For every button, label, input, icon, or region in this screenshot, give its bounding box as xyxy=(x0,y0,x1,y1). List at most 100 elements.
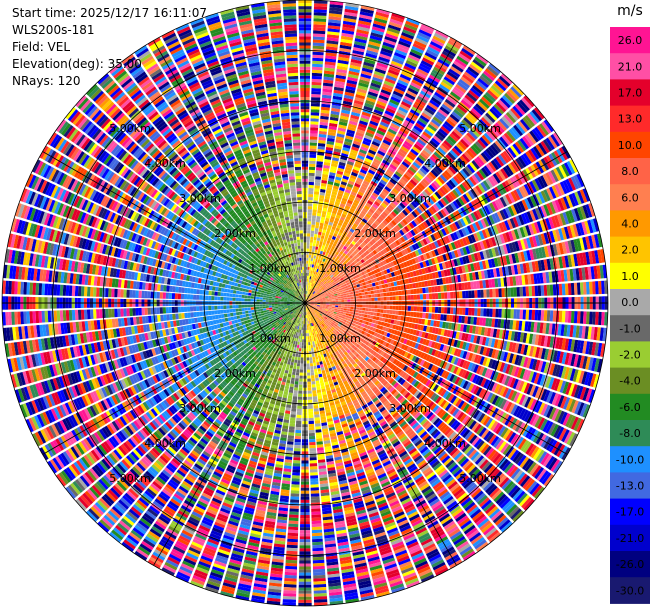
velocity-gate xyxy=(337,208,343,214)
velocity-gate xyxy=(420,254,425,262)
velocity-gate xyxy=(310,109,320,113)
velocity-gate xyxy=(345,290,350,293)
velocity-gate xyxy=(464,165,473,176)
velocity-gate xyxy=(395,215,402,222)
velocity-gate xyxy=(323,164,330,169)
velocity-gate xyxy=(375,273,380,278)
velocity-gate xyxy=(308,279,311,283)
velocity-gate xyxy=(431,250,437,257)
velocity-gate xyxy=(358,188,366,194)
velocity-gate xyxy=(395,239,401,246)
velocity-gate xyxy=(372,138,382,145)
velocity-gate xyxy=(309,139,318,143)
velocity-gate xyxy=(310,124,319,128)
velocity-gate xyxy=(422,306,427,312)
velocity-gate xyxy=(402,209,409,216)
velocity-gate xyxy=(415,269,420,276)
velocity-gate xyxy=(311,294,315,298)
velocity-gate xyxy=(345,186,353,191)
velocity-gate xyxy=(377,305,381,309)
velocity-gate xyxy=(415,141,425,149)
velocity-gate xyxy=(430,258,436,265)
velocity-gate xyxy=(333,89,344,95)
velocity-gate xyxy=(462,96,474,107)
velocity-gate xyxy=(329,288,333,292)
velocity-gate xyxy=(587,219,594,234)
velocity-gate xyxy=(333,148,342,153)
velocity-gate xyxy=(315,221,320,226)
velocity-gate xyxy=(388,314,393,319)
velocity-gate xyxy=(466,132,476,142)
velocity-gate xyxy=(366,284,370,288)
velocity-gate xyxy=(308,197,313,201)
velocity-gate xyxy=(582,188,591,202)
velocity-gate xyxy=(464,94,476,105)
velocity-gate xyxy=(311,290,314,293)
velocity-gate xyxy=(392,291,396,296)
velocity-gate xyxy=(437,200,445,209)
velocity-gate xyxy=(422,287,426,294)
velocity-gate xyxy=(379,91,390,99)
velocity-gate xyxy=(534,207,542,220)
velocity-gate xyxy=(325,217,330,222)
velocity-gate xyxy=(333,254,338,258)
velocity-gate xyxy=(353,99,364,106)
velocity-gate xyxy=(449,224,456,232)
velocity-gate xyxy=(329,301,333,303)
velocity-gate xyxy=(391,176,399,183)
velocity-gate xyxy=(406,57,419,65)
velocity-gate xyxy=(350,174,357,180)
velocity-gate xyxy=(315,255,319,260)
velocity-gate xyxy=(353,285,358,289)
velocity-gate xyxy=(341,300,345,302)
velocity-gate xyxy=(423,211,430,219)
velocity-gate xyxy=(326,143,334,148)
velocity-gate xyxy=(495,101,507,113)
velocity-gate xyxy=(561,163,570,177)
velocity-gate xyxy=(476,262,481,271)
velocity-gate xyxy=(457,141,467,151)
velocity-gate xyxy=(408,266,413,272)
velocity-gate xyxy=(349,243,354,248)
velocity-gate xyxy=(399,211,406,218)
velocity-gate xyxy=(352,268,357,273)
velocity-gate xyxy=(333,292,337,295)
velocity-gate xyxy=(564,310,569,323)
velocity-gate xyxy=(311,94,321,98)
velocity-gate xyxy=(439,246,445,254)
velocity-gate xyxy=(461,153,471,163)
velocity-gate xyxy=(306,251,309,255)
velocity-gate xyxy=(320,286,324,290)
velocity-gate xyxy=(394,52,407,60)
velocity-gate xyxy=(359,275,364,280)
velocity-gate xyxy=(316,215,321,220)
velocity-gate xyxy=(349,152,357,158)
velocity-gate xyxy=(316,298,320,300)
velocity-gate xyxy=(450,233,456,241)
velocity-gate xyxy=(395,310,399,315)
velocity-gate xyxy=(393,281,398,287)
velocity-gate xyxy=(336,259,341,264)
velocity-gate xyxy=(349,291,353,295)
velocity-gate xyxy=(307,272,309,276)
velocity-gate xyxy=(306,288,308,292)
velocity-gate xyxy=(498,222,505,233)
velocity-gate xyxy=(398,295,402,301)
velocity-gate xyxy=(401,176,409,183)
velocity-gate xyxy=(427,102,439,111)
velocity-gate xyxy=(473,82,486,93)
velocity-gate xyxy=(466,178,475,188)
velocity-gate xyxy=(407,135,416,143)
velocity-gate xyxy=(524,198,532,210)
velocity-gate xyxy=(328,19,341,24)
velocity-gate xyxy=(313,300,317,302)
velocity-gate xyxy=(548,217,555,229)
velocity-gate xyxy=(383,234,389,240)
velocity-gate xyxy=(343,250,349,255)
velocity-gate xyxy=(306,236,310,240)
velocity-gate xyxy=(428,286,432,293)
velocity-gate xyxy=(322,258,326,262)
velocity-gate xyxy=(308,291,310,295)
velocity-gate xyxy=(349,294,353,297)
velocity-gate xyxy=(318,256,321,261)
